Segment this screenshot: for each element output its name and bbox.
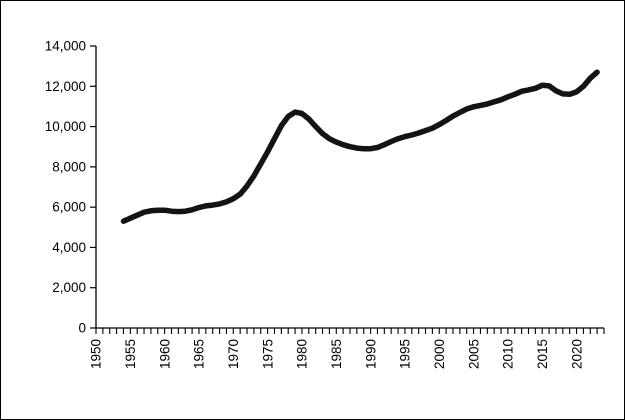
y-tick-label: 12,000: [45, 79, 86, 94]
x-tick-label: 2010: [501, 339, 516, 369]
data-series-line: [120, 69, 600, 224]
y-tick-label: 0: [78, 321, 86, 336]
y-tick-label: 6,000: [52, 200, 86, 215]
y-tick-label: 14,000: [45, 39, 86, 54]
x-tick-label: 1985: [329, 339, 344, 369]
x-tick-label: 2000: [432, 339, 447, 369]
x-tick-label: 1995: [398, 339, 413, 369]
x-tick-label: 1955: [123, 339, 138, 369]
y-tick-label: 4,000: [52, 240, 86, 255]
x-tick-label: 2020: [569, 339, 584, 369]
x-tick-label: 1965: [192, 339, 207, 369]
y-tick-label: 2,000: [52, 280, 86, 295]
x-tick-label: 2005: [466, 339, 481, 369]
x-tick-label: 1975: [260, 339, 275, 369]
x-tick-label: 1990: [363, 339, 378, 369]
y-tick-label: 8,000: [52, 159, 86, 174]
x-tick-label: 2015: [535, 339, 550, 369]
x-tick-label: 1980: [295, 339, 310, 369]
y-tick-label: 10,000: [45, 119, 86, 134]
x-tick-label: 1970: [226, 339, 241, 369]
x-tick-label: 1960: [157, 339, 172, 369]
x-tick-label: 1950: [89, 339, 104, 369]
